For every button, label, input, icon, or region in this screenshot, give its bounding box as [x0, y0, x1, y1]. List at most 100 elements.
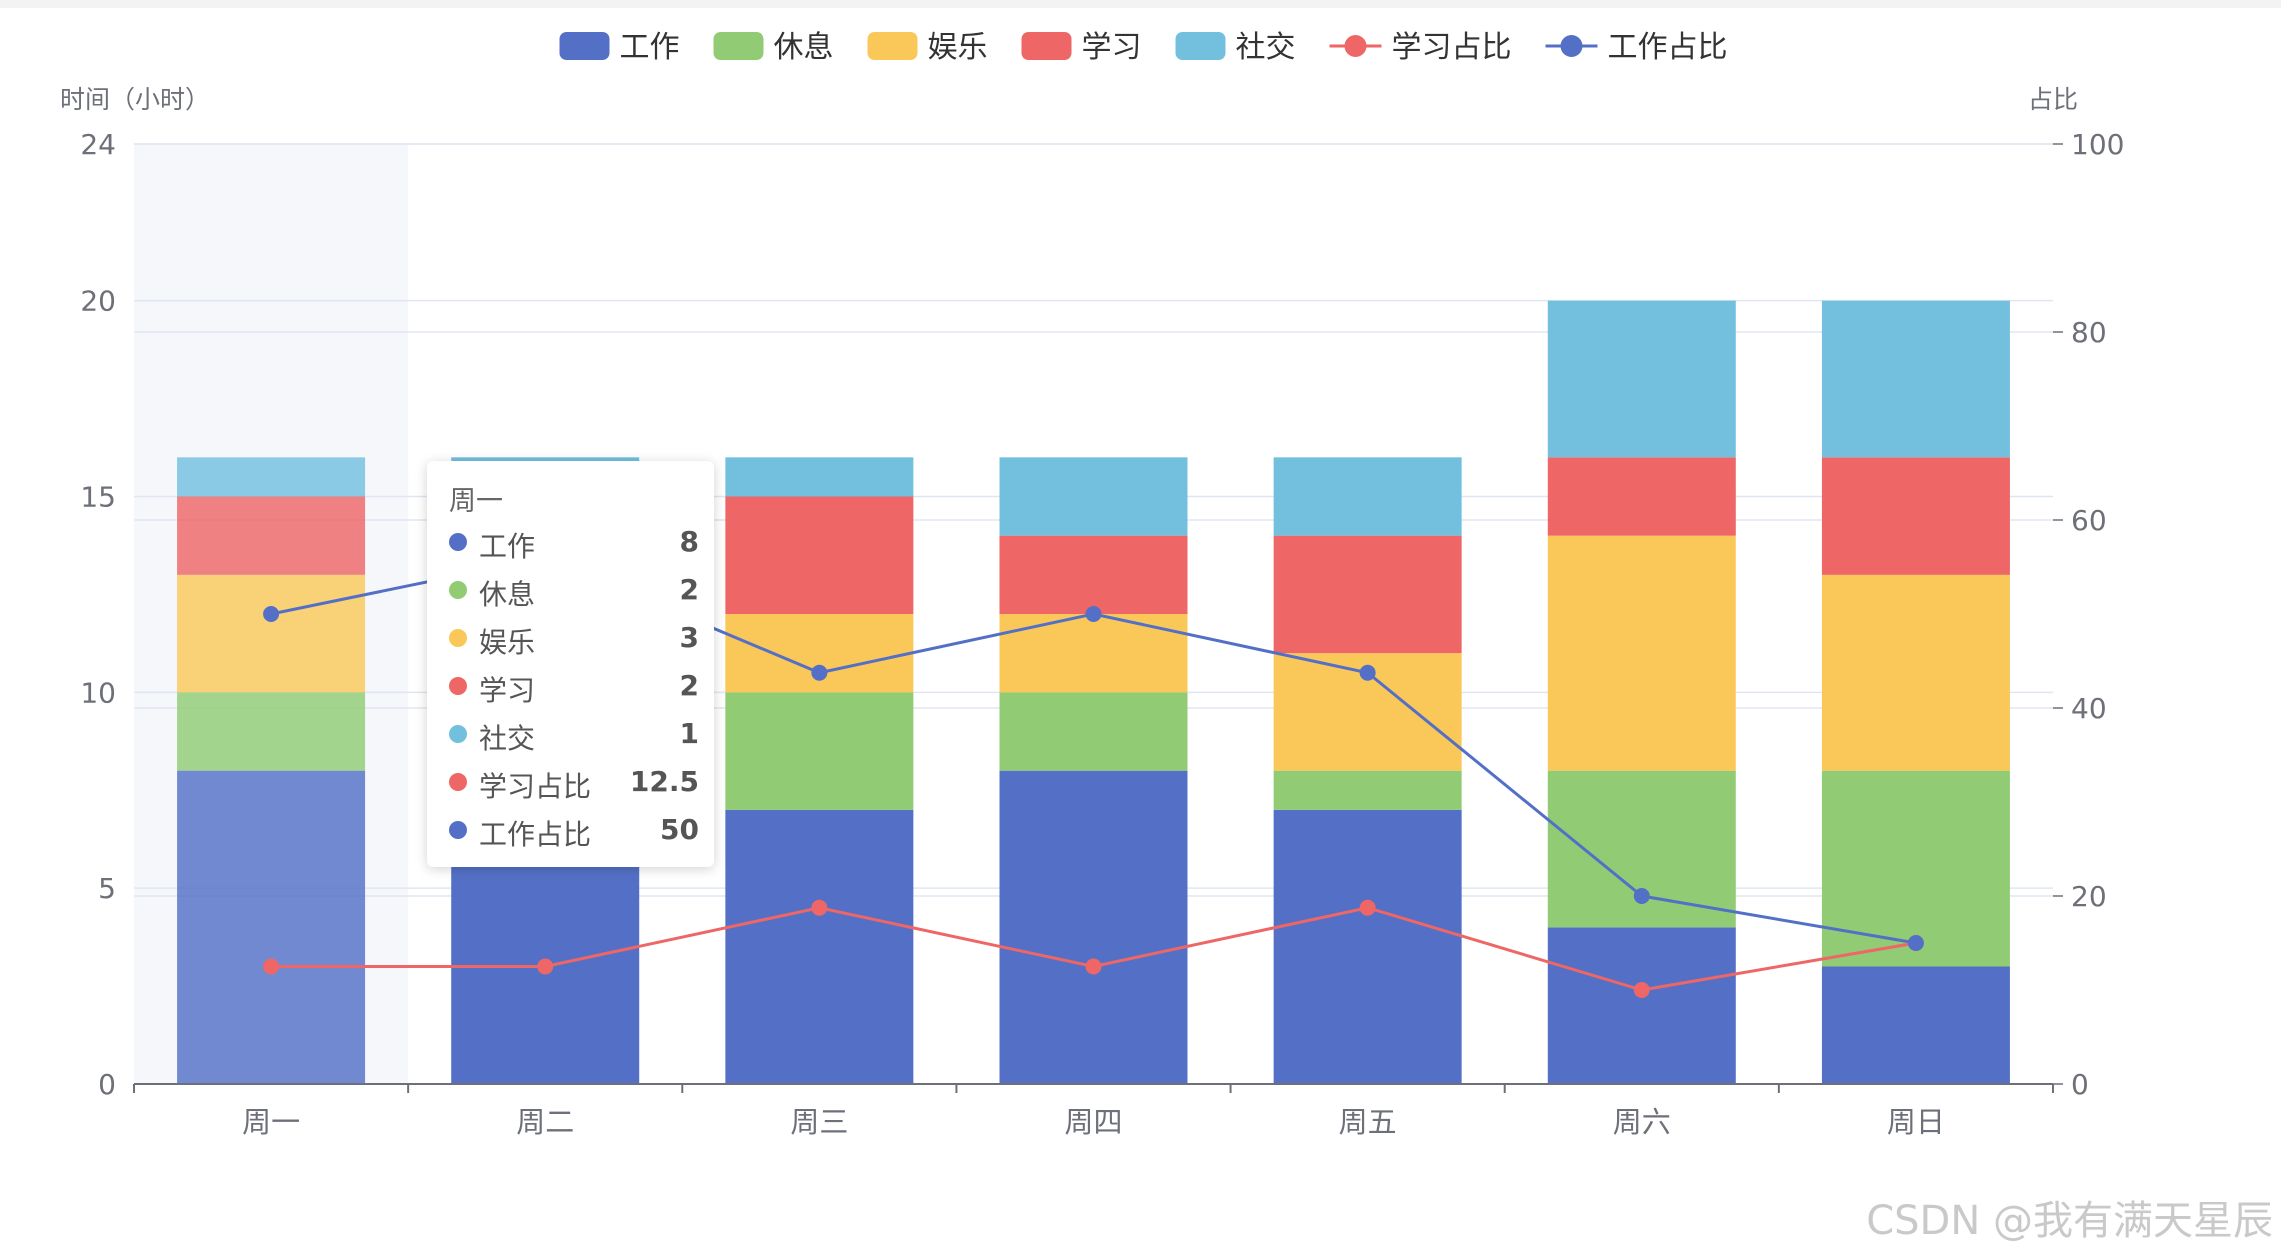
legend-marker-学习占比 — [1345, 35, 1367, 57]
tooltip-row: 休息 2 — [449, 571, 699, 611]
point-工作占比-周一 — [263, 606, 279, 622]
right-tick-label: 40 — [2071, 692, 2107, 725]
x-tick-label: 周三 — [790, 1105, 848, 1139]
legend-swatch-社交 — [1176, 32, 1226, 60]
point-工作占比-周三 — [811, 665, 827, 681]
bar-工作-周四 — [1000, 771, 1188, 1084]
bar-休息-周三 — [725, 692, 913, 810]
tooltip-row-value: 3 — [680, 621, 699, 654]
legend-label-娱乐: 娱乐 — [928, 30, 988, 65]
point-工作占比-周四 — [1086, 606, 1102, 622]
bar-娱乐-周四 — [1000, 614, 1188, 692]
bar-学习-周日 — [1822, 457, 2010, 575]
bar-娱乐-周六 — [1548, 536, 1736, 771]
x-tick-label: 周一 — [242, 1105, 300, 1139]
tooltip-row-value: 1 — [680, 717, 699, 750]
point-学习占比-周六 — [1634, 982, 1650, 998]
right-tick-label: 100 — [2071, 128, 2124, 161]
chart: 0510152024020406080100时间（小时） 占比周一 周二 周三 周四 周五… — [0, 0, 2281, 1254]
right-tick-label: 80 — [2071, 316, 2107, 349]
bar-学习-周六 — [1548, 457, 1736, 535]
bar-娱乐-周日 — [1822, 575, 2010, 771]
legend-label-休息: 休息 — [774, 30, 834, 65]
left-tick-label: 5 — [98, 872, 116, 905]
legend-swatch-学习 — [1022, 32, 1072, 60]
point-学习占比-周五 — [1360, 900, 1376, 916]
right-tick-label: 20 — [2071, 880, 2107, 913]
bar-学习-周一 — [177, 497, 365, 575]
tooltip-dot — [449, 677, 467, 695]
bar-社交-周四 — [1000, 457, 1188, 535]
tooltip-dot — [449, 725, 467, 743]
tooltip-row-value: 12.5 — [630, 765, 699, 798]
legend-label-工作: 工作 — [620, 30, 680, 65]
tooltip-row: 工作占比 50 — [449, 811, 699, 851]
bar-学习-周三 — [725, 497, 913, 615]
legend-swatch-娱乐 — [868, 32, 918, 60]
tooltip-row: 社交 1 — [449, 715, 699, 755]
tooltip-dot — [449, 533, 467, 551]
tooltip-dot — [449, 773, 467, 791]
bar-工作-周日 — [1822, 967, 2010, 1085]
tooltip-row-value: 50 — [660, 813, 699, 846]
right-tick-label: 60 — [2071, 504, 2107, 537]
tooltip-dot — [449, 821, 467, 839]
bar-社交-周三 — [725, 457, 913, 496]
bar-工作-周六 — [1548, 927, 1736, 1084]
tooltip-row: 娱乐 3 — [449, 619, 699, 659]
bar-社交-周一 — [177, 457, 365, 496]
bar-休息-周一 — [177, 692, 365, 770]
tooltip-row: 学习占比 12.5 — [449, 763, 699, 803]
left-axis-title: 时间（小时） — [60, 85, 210, 114]
bar-社交-周五 — [1274, 457, 1462, 535]
tooltip-row-name: 工作占比 — [479, 813, 591, 853]
right-axis-title: 占比 — [2028, 85, 2078, 114]
bar-学习-周四 — [1000, 536, 1188, 614]
legend-swatch-休息 — [714, 32, 764, 60]
point-学习占比-周一 — [263, 959, 279, 975]
bar-工作-周五 — [1274, 810, 1462, 1084]
tooltip-dot — [449, 629, 467, 647]
bar-工作-周一 — [177, 771, 365, 1084]
left-tick-label: 10 — [80, 676, 116, 709]
left-tick-label: 15 — [80, 481, 116, 514]
point-工作占比-周五 — [1360, 665, 1376, 681]
legend-label-学习占比: 学习占比 — [1392, 30, 1512, 65]
bar-娱乐-周一 — [177, 575, 365, 693]
x-tick-label: 周日 — [1887, 1105, 1945, 1139]
tooltip-dot — [449, 581, 467, 599]
right-tick-label: 0 — [2071, 1068, 2089, 1101]
legend-marker-工作占比 — [1561, 35, 1583, 57]
bar-工作-周三 — [725, 810, 913, 1084]
tooltip-row-name: 学习占比 — [479, 765, 591, 805]
legend-label-工作占比: 工作占比 — [1608, 30, 1728, 65]
point-工作占比-周日 — [1908, 935, 1924, 951]
x-tick-label: 周四 — [1064, 1105, 1122, 1139]
tooltip-row-name: 娱乐 — [479, 621, 535, 661]
legend-label-学习: 学习 — [1082, 30, 1142, 65]
tooltip-row-name: 学习 — [479, 669, 535, 709]
bar-社交-周日 — [1822, 301, 2010, 458]
tooltip-row-value: 8 — [680, 525, 699, 558]
tooltip-row: 学习 2 — [449, 667, 699, 707]
x-tick-label: 周五 — [1339, 1105, 1397, 1139]
tooltip-row-value: 2 — [680, 669, 699, 702]
x-tick-label: 周六 — [1613, 1105, 1671, 1139]
tooltip-row-name: 社交 — [479, 717, 535, 757]
point-学习占比-周二 — [537, 959, 553, 975]
bar-学习-周五 — [1274, 536, 1462, 654]
point-学习占比-周三 — [811, 900, 827, 916]
bar-休息-周五 — [1274, 771, 1462, 810]
legend-swatch-工作 — [560, 32, 610, 60]
watermark: CSDN @我有满天星辰 — [1866, 1188, 2273, 1246]
x-tick-label: 周二 — [516, 1105, 574, 1139]
left-tick-label: 0 — [98, 1068, 116, 1101]
point-工作占比-周六 — [1634, 888, 1650, 904]
tooltip-row-name: 休息 — [479, 573, 535, 613]
tooltip-row-value: 2 — [680, 573, 699, 606]
tooltip-row: 工作 8 — [449, 523, 699, 563]
tooltip-row-name: 工作 — [479, 525, 535, 565]
tooltip-title: 周一 — [449, 479, 503, 518]
left-tick-label: 24 — [80, 128, 116, 161]
legend-label-社交: 社交 — [1236, 30, 1296, 65]
